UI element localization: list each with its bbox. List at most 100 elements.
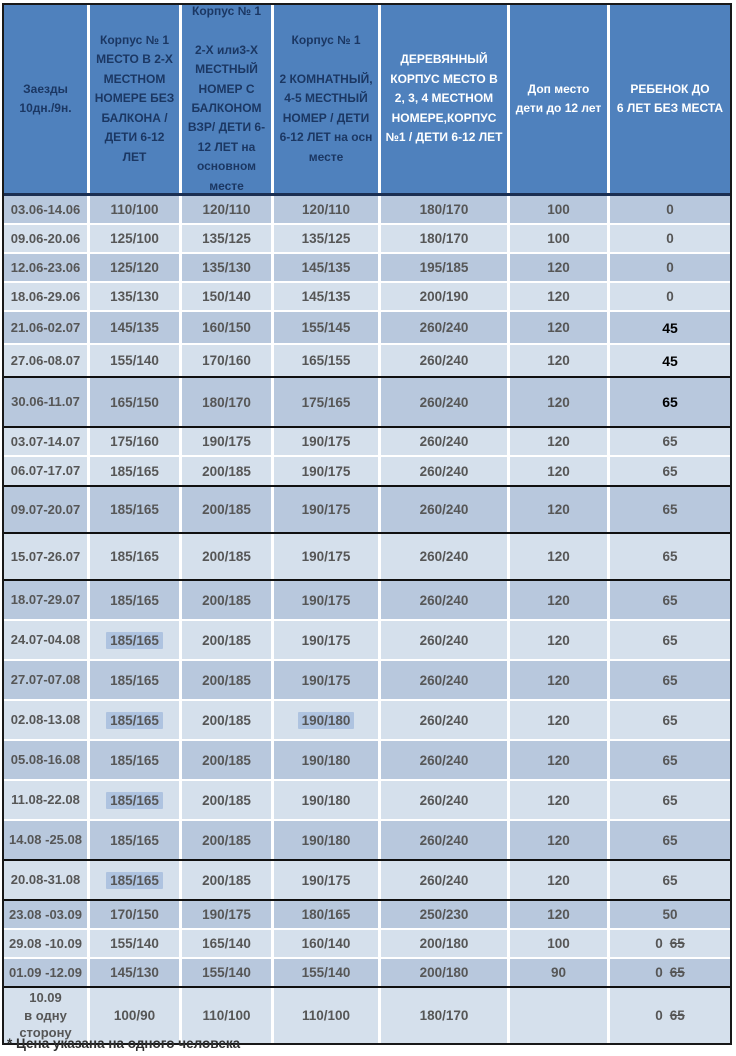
price-cell: 260/240 (381, 487, 510, 532)
child-price-cell: 0 (610, 196, 730, 223)
price-value: 180/170 (419, 1007, 469, 1023)
price-cell: 200/185 (182, 534, 274, 579)
price-value: 200/185 (202, 632, 251, 648)
price-value: 120/110 (202, 202, 251, 217)
table-row: 06.07-17.07 185/165 200/185 190/175 260/240 1… (4, 457, 730, 487)
price-cell: 200/190 (381, 283, 510, 310)
price-cell: 180/170 (182, 378, 274, 426)
price-cell: 260/240 (381, 378, 510, 426)
price-value: 120 (547, 632, 570, 648)
price-value: 190/175 (301, 434, 351, 449)
price-value: 200/185 (202, 592, 251, 608)
price-value: 155/140 (110, 353, 159, 368)
table-row: 20.08-31.08 185/165 200/185 190/175 260/240 1… (4, 861, 730, 901)
price-cell: 190/175 (274, 581, 381, 619)
price-cell: 120/110 (182, 196, 274, 223)
price-cell: 200/185 (182, 661, 274, 699)
child-price-cell: 65 (610, 581, 730, 619)
price-cell: 145/135 (90, 312, 182, 343)
table-row: 29.08 -10.09 155/140 165/140 160/140 200/180… (4, 930, 730, 959)
price-cell: 190/175 (274, 621, 381, 659)
price-cell: 190/180 (274, 781, 381, 819)
child-price-cell: 0 65 (610, 959, 730, 986)
price-cell (510, 988, 610, 1043)
price-cell: 260/240 (381, 534, 510, 579)
child-price-cell: 65 (610, 487, 730, 532)
price-value: 65 (662, 832, 678, 848)
price-cell: 185/165 (90, 457, 182, 485)
price-value: 100 (547, 936, 570, 951)
price-value: 135/125 (301, 231, 351, 246)
price-cell: 145/135 (274, 283, 381, 310)
date-label: 14.08 -25.08 (8, 832, 82, 848)
date-cell: 23.08 -03.09 (4, 901, 90, 928)
price-cell: 190/175 (274, 487, 381, 532)
child-price-cell: 65 (610, 861, 730, 899)
date-label: 29.08 -10.09 (8, 935, 82, 951)
date-cell: 27.07-07.08 (4, 661, 90, 699)
table-row: 09.07-20.07 185/165 200/185 190/175 260/240 1… (4, 487, 730, 534)
price-value: 120 (547, 434, 570, 449)
table-row: 27.07-07.08 185/165 200/185 190/175 260/240 1… (4, 661, 730, 701)
price-value: 260/240 (419, 434, 469, 449)
price-cell: 125/100 (90, 225, 182, 252)
date-label: 02.08-13.08 (10, 712, 81, 728)
price-value: 260/240 (419, 872, 469, 888)
price-cell: 155/140 (90, 930, 182, 957)
price-value: 180/170 (202, 394, 251, 410)
child-price-cell: 65 (610, 781, 730, 819)
price-value: 185/165 (106, 791, 163, 809)
date-cell: 18.06-29.06 (4, 283, 90, 310)
table-row: 10.09 в одну сторону 100/90 110/100 110/100… (4, 988, 730, 1043)
column-header-korpus1-2bed-no-balcony: Корпус № 1 МЕСТО В 2-Х МЕСТНОМ НОМЕРЕ БЕ… (90, 5, 182, 193)
child-price-cell: 65 (610, 621, 730, 659)
price-value: 190/175 (301, 872, 351, 888)
price-cell: 120 (510, 534, 610, 579)
price-cell: 190/180 (274, 701, 381, 739)
price-value: 260/240 (419, 712, 469, 728)
table-row: 21.06-02.07 145/135 160/150 155/145 260/240 1… (4, 312, 730, 345)
price-cell: 110/100 (274, 988, 381, 1043)
child-price-cell: 65 (610, 821, 730, 859)
price-value: 190/175 (301, 502, 351, 517)
price-cell: 260/240 (381, 345, 510, 376)
child-price-cell: 0 65 (610, 988, 730, 1043)
date-label: 27.06-08.07 (10, 352, 81, 368)
price-value: 65 (662, 792, 678, 808)
date-cell: 18.07-29.07 (4, 581, 90, 619)
price-cell: 135/125 (274, 225, 381, 252)
price-cell: 260/240 (381, 581, 510, 619)
price-value: 195/185 (419, 260, 469, 275)
price-value: 190/175 (301, 549, 351, 564)
price-cell: 135/130 (90, 283, 182, 310)
date-label: 03.07-14.07 (10, 433, 81, 449)
price-value: 120 (547, 549, 570, 564)
price-value: 0 (666, 260, 674, 275)
price-value: 180/170 (419, 231, 469, 246)
column-header-label: Корпус № 1 МЕСТО В 2-Х МЕСТНОМ НОМЕРЕ БЕ… (94, 32, 175, 164)
price-value: 65 (662, 752, 678, 768)
table-row: 12.06-23.06 125/120 135/130 145/135 195/185 1… (4, 254, 730, 283)
child-price-cell: 0 (610, 283, 730, 310)
old-price-value: 65 (669, 965, 685, 980)
price-table: Заезды 10дн./9н. Корпус № 1 МЕСТО В 2-Х М… (2, 3, 732, 1045)
price-cell: 120 (510, 621, 610, 659)
price-value: 145/135 (301, 289, 351, 304)
price-value: 145/135 (301, 260, 351, 275)
table-row: 09.06-20.06 125/100 135/125 135/125 180/170 1… (4, 225, 730, 254)
price-cell: 260/240 (381, 701, 510, 739)
price-cell: 195/185 (381, 254, 510, 281)
table-row: 02.08-13.08 185/165 200/185 190/180 260/240 1… (4, 701, 730, 741)
price-cell: 260/240 (381, 661, 510, 699)
column-header-wooden-korpus: ДЕРЕВЯННЫЙ КОРПУС МЕСТО В 2, 3, 4 МЕСТНО… (381, 5, 510, 193)
price-cell: 200/185 (182, 781, 274, 819)
price-value: 180/170 (419, 202, 469, 217)
price-cell: 190/175 (274, 661, 381, 699)
price-cell: 260/240 (381, 741, 510, 779)
price-cell: 260/240 (381, 457, 510, 485)
price-value: 120 (547, 502, 570, 517)
price-cell: 120 (510, 283, 610, 310)
price-value: 45 (662, 319, 678, 336)
date-cell: 10.09 в одну сторону (4, 988, 90, 1043)
date-cell: 24.07-04.08 (4, 621, 90, 659)
